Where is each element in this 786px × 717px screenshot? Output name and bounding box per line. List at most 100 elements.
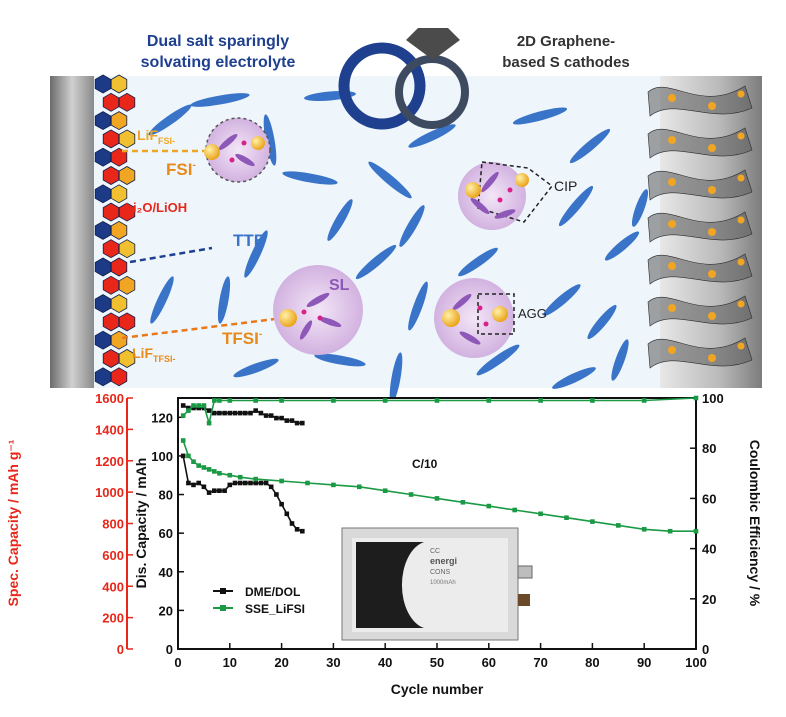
series-point-1 — [263, 413, 269, 418]
sei-layer — [94, 74, 136, 387]
series-point-3 — [693, 395, 699, 401]
sulfur-particle-icon — [708, 312, 716, 320]
tte-molecule-icon — [631, 189, 649, 227]
series-point-1 — [268, 413, 274, 418]
sulfur-particle-icon — [737, 300, 745, 308]
sei-hexagon — [102, 275, 120, 295]
series-point-1 — [222, 410, 227, 416]
series-point-2 — [201, 465, 207, 470]
y-outer-tick-label: 1000 — [95, 485, 124, 500]
series-point-2 — [382, 488, 388, 493]
lithium-anode — [50, 76, 94, 388]
tte-molecules — [148, 90, 649, 404]
x-tick-label: 90 — [637, 655, 651, 670]
sei-hexagon — [102, 129, 120, 149]
series-point-0 — [274, 492, 279, 497]
series-point-1 — [300, 420, 305, 426]
tte-molecule-icon — [150, 276, 174, 324]
header-left-line1: Dual salt sparingly — [147, 33, 289, 50]
series-point-2 — [237, 474, 243, 480]
series-point-1 — [191, 405, 196, 411]
tte-molecule-icon — [314, 353, 366, 367]
series-point-0 — [222, 488, 227, 493]
sulfur-particle-icon — [737, 174, 745, 182]
series-point-3 — [253, 398, 258, 403]
li2o-lioh-label: Li₂O/LiOH — [125, 200, 187, 215]
sulfur-particle-icon — [737, 342, 745, 350]
sei-hexagon — [94, 184, 112, 204]
tte-molecule-icon — [604, 231, 640, 261]
tfsi-solvation-sphere — [273, 265, 363, 355]
sulfur-particle-icon — [737, 90, 745, 98]
series-point-1 — [243, 410, 248, 416]
agg-solvation-sphere — [434, 278, 515, 358]
series-point-0 — [294, 527, 300, 532]
series-point-2 — [408, 492, 414, 497]
x-tick-label: 20 — [274, 655, 288, 670]
cycling-chart: 0 10 20 30 40 50 60 70 80 90 100 0 20 40 60 80 100 120 0… — [5, 391, 763, 697]
y-left-tick-label: 80 — [159, 488, 173, 503]
series-point-0 — [248, 480, 253, 486]
tte-molecule-icon — [512, 107, 568, 125]
legend-label-sse: SSE_LiFSI — [245, 602, 305, 616]
series-point-3 — [191, 403, 196, 408]
sei-hexagon — [118, 92, 136, 112]
sulfur-particle-icon — [737, 132, 745, 140]
tte-molecule-icon — [569, 128, 611, 164]
series-point-1 — [232, 410, 238, 416]
legend-marker-dme — [220, 588, 226, 594]
tte-molecule-icon — [355, 244, 397, 280]
cip-solvation-sphere — [458, 161, 554, 230]
series-point-3 — [331, 398, 336, 403]
y-left-axis-ticks: 0 20 40 60 80 100 120 — [151, 410, 184, 657]
series-point-2 — [693, 528, 699, 534]
y-outer-tick-label: 1600 — [95, 391, 124, 406]
sei-hexagon — [110, 147, 128, 167]
series-point-3 — [486, 398, 492, 403]
y-outer-tick-label: 600 — [102, 548, 124, 563]
header-right-line1: 2D Graphene- — [517, 33, 615, 50]
graphene-sheet — [647, 253, 753, 285]
header-left-line2: solvating electrolyte — [141, 54, 296, 71]
series-point-0 — [217, 488, 222, 493]
lif-tfsi-label: LiFTFSI- — [132, 345, 176, 364]
sei-hexagon — [118, 202, 136, 222]
rate-annotation: C/10 — [412, 457, 438, 471]
sei-hexagon — [102, 349, 120, 368]
series-point-3 — [227, 398, 233, 403]
sl-label: SL — [329, 277, 350, 294]
y-left-tick-label: 20 — [159, 603, 173, 618]
sulfur-particle-icon — [668, 94, 676, 102]
sei-hexagon — [118, 312, 136, 332]
y-left-tick-label: 40 — [159, 565, 173, 580]
graphene-sheet — [647, 85, 753, 117]
graphene-sheet — [647, 211, 753, 243]
legend-label-dme: DME/DOL — [245, 585, 300, 599]
series-point-0 — [243, 480, 248, 486]
tte-molecule-icon — [327, 199, 353, 241]
series-point-1 — [248, 410, 253, 416]
sulfur-particle-icon — [668, 136, 676, 144]
series-point-2 — [460, 500, 466, 505]
series-point-2 — [305, 480, 310, 486]
series-point-1 — [279, 415, 284, 421]
y-outer-axis-ticks: 0 200 400 600 800 1000 1200 1400 1600 — [95, 391, 133, 657]
series-point-3 — [538, 398, 543, 403]
series-point-3 — [186, 408, 191, 413]
y-right-axis-label: Coulombic Efficiency / % — [747, 440, 763, 607]
series-point-2 — [212, 469, 217, 474]
series-point-0 — [212, 488, 217, 493]
y-right-tick-label: 100 — [702, 391, 724, 406]
lif-tfsi-connector — [121, 316, 284, 340]
y-left-tick-label: 120 — [151, 410, 173, 425]
sei-hexagon — [102, 92, 120, 112]
inset-text-3: CONS — [430, 569, 451, 576]
y-outer-tick-label: 200 — [102, 611, 124, 626]
series-point-1 — [258, 410, 264, 416]
series-point-0 — [180, 453, 186, 459]
tte-molecule-icon — [217, 276, 231, 324]
sei-hexagon — [94, 111, 112, 131]
series-point-3 — [279, 398, 284, 403]
sulfur-particle-icon — [668, 304, 676, 312]
x-tick-label: 0 — [174, 655, 181, 670]
